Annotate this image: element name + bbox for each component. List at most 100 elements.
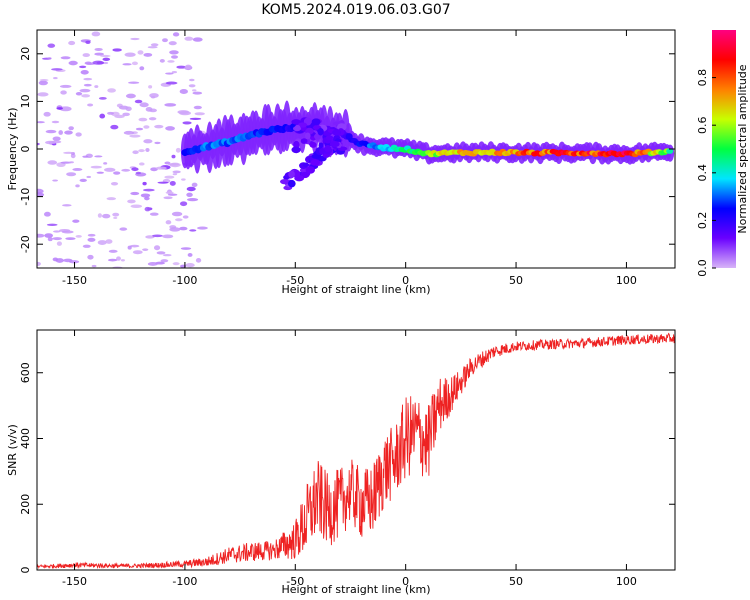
noise-blob (63, 151, 74, 154)
noise-blob (107, 258, 118, 262)
spectrogram-y-label: Frequency (Hz) (6, 108, 19, 191)
noise-blob (87, 233, 96, 237)
chart-title: KOM5.2024.019.06.03.G07 (261, 2, 450, 18)
noise-blob (75, 132, 82, 137)
noise-blob (102, 213, 111, 219)
noise-blob (66, 172, 77, 177)
noise-blob (130, 204, 143, 209)
noise-blob (102, 57, 111, 61)
noise-blob (122, 112, 130, 117)
noise-blob (128, 81, 140, 84)
noise-blob (125, 106, 132, 112)
noise-blob (116, 256, 121, 261)
noise-blob (172, 262, 180, 266)
noise-blob (113, 171, 121, 175)
noise-blob (150, 43, 159, 47)
noise-blob (153, 245, 161, 251)
noise-blob (82, 53, 90, 58)
noise-blob (94, 85, 99, 89)
noise-blob (188, 84, 196, 88)
noise-blob (172, 170, 181, 174)
noise-blob (94, 47, 103, 51)
noise-blob (131, 61, 138, 66)
noise-blob (43, 211, 51, 217)
cloud-blob (324, 144, 332, 152)
cloud-blob (291, 119, 301, 125)
noise-blob (179, 201, 188, 207)
noise-blob (55, 258, 64, 263)
noise-blob (169, 227, 181, 232)
branch-blob (280, 178, 290, 185)
noise-blob (179, 226, 188, 231)
noise-blob (147, 46, 158, 49)
noise-blob (189, 117, 202, 121)
spectrogram-x-label: Height of straight line (km) (281, 283, 430, 296)
noise-blob (107, 88, 116, 93)
cloud-blob (304, 132, 311, 140)
noise-blob (129, 244, 140, 248)
noise-blob (187, 252, 193, 257)
noise-blob (83, 83, 92, 87)
noise-blob (192, 89, 197, 92)
noise-blob (171, 211, 183, 217)
y-tick-label: 10 (19, 94, 32, 108)
noise-blob (192, 37, 203, 42)
noise-blob (45, 129, 57, 134)
noise-blob (189, 229, 197, 232)
noise-blob (79, 178, 87, 182)
noise-blob (60, 56, 71, 60)
noise-blob (162, 38, 168, 43)
noise-blob (171, 55, 178, 59)
noise-blob (179, 89, 188, 94)
snr-y-ticks: 0 200 400 600 (19, 362, 675, 574)
noise-blob (39, 79, 49, 82)
noise-blob (124, 52, 136, 57)
y-tick-label: 600 (19, 362, 32, 383)
y-tick-label: 0 (19, 146, 32, 153)
noise-blob (175, 147, 181, 153)
noise-blob (107, 111, 114, 115)
noise-blob (60, 161, 72, 164)
noise-blob (143, 139, 153, 144)
y-tick-label: -10 (19, 188, 32, 206)
snr-y-label: SNR (v/v) (6, 424, 19, 476)
noise-blob (94, 52, 105, 56)
noise-blob (52, 179, 59, 182)
noise-blob (132, 150, 139, 155)
noise-blob (193, 105, 202, 110)
noise-blob (56, 107, 63, 110)
cloud-blob (322, 131, 332, 136)
colorbar-tick-label: 0.0 (696, 259, 709, 277)
noise-blob (97, 213, 103, 218)
noise-blob (37, 121, 45, 124)
x-tick-label: -150 (62, 575, 87, 588)
cloud-blob (318, 142, 324, 149)
noise-blob (168, 41, 177, 46)
noise-blob (172, 32, 180, 37)
noise-blob (52, 237, 62, 241)
noise-blob (144, 196, 150, 201)
cloud-blob (309, 141, 317, 148)
noise-blob (110, 124, 119, 130)
noise-blob (185, 262, 195, 268)
colorbar: 0.0 0.2 0.4 0.6 0.8 Normalized spectral ampl… (696, 30, 749, 277)
noise-blob (80, 69, 89, 75)
noise-blob (60, 90, 67, 95)
noise-blob (162, 254, 172, 257)
noise-blob (156, 251, 166, 255)
branch-blob (288, 170, 295, 179)
noise-blob (186, 192, 193, 198)
noise-blob (135, 127, 144, 131)
noise-blob (68, 40, 76, 46)
noise-blob (100, 54, 111, 58)
noise-blob (147, 262, 158, 266)
noise-blob (120, 259, 125, 262)
noise-blob (94, 155, 103, 158)
noise-blob (56, 241, 62, 246)
noise-blob (149, 93, 159, 98)
x-tick-label: -50 (286, 274, 304, 287)
noise-blob (184, 36, 194, 41)
cloud-blob (297, 122, 308, 128)
snr-line (36, 332, 676, 570)
noise-blob (145, 147, 150, 152)
